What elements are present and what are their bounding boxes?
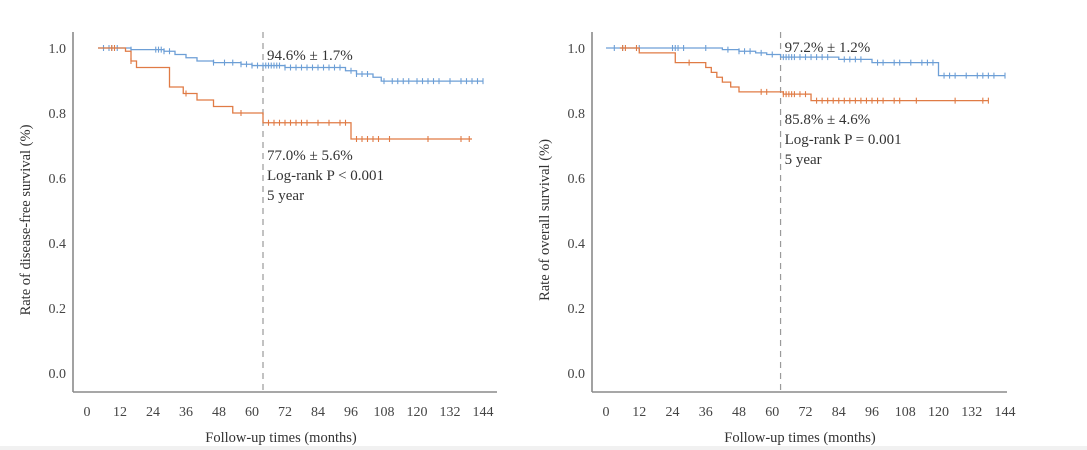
log-rank-annotation: Log-rank P = 0.001 — [785, 132, 902, 148]
lower-survival-annotation: 85.8% ± 4.6% — [785, 112, 871, 128]
x-tick-label: 120 — [928, 405, 949, 420]
x-tick-label: 120 — [407, 405, 428, 420]
five-year-label: 5 year — [267, 188, 304, 204]
os-chart-panel: 0.0 0.2 0.4 0.6 0.8 1.0 0 12 24 36 48 60 72 84 96 108 12… — [519, 0, 1062, 450]
x-tick-label: 72 — [799, 405, 813, 420]
os-chart: 0.0 0.2 0.4 0.6 0.8 1.0 0 12 24 36 48 60 72 84 96 108 12… — [537, 32, 1016, 446]
y-tick-label: 0.0 — [49, 367, 67, 382]
log-rank-annotation: Log-rank P < 0.001 — [267, 168, 384, 184]
dfs-chart-panel: 0.0 0.2 0.4 0.6 0.8 1.0 0 12 24 36 48 60 72 84 96 108 12… — [0, 0, 543, 450]
x-tick-label: 48 — [212, 405, 226, 420]
x-tick-label: 12 — [632, 405, 646, 420]
x-tick-label: 60 — [245, 405, 259, 420]
y-tick-label: 0.0 — [568, 367, 586, 382]
y-tick-label: 0.2 — [49, 302, 67, 317]
dfs-chart: 0.0 0.2 0.4 0.6 0.8 1.0 0 12 24 36 48 60 72 84 96 108 12… — [18, 32, 497, 446]
y-tick-label: 0.8 — [49, 107, 67, 122]
y-tick-label: 1.0 — [568, 42, 586, 57]
survival-curve-group-2 — [98, 47, 472, 140]
x-tick-label: 96 — [865, 405, 879, 420]
y-axis-title: Rate of disease-free survival (%) — [18, 124, 34, 315]
y-tick-label: 0.4 — [49, 237, 67, 252]
x-tick-label: 144 — [473, 405, 494, 420]
y-axis-title: Rate of overall survival (%) — [537, 139, 553, 301]
x-tick-label: 72 — [278, 405, 292, 420]
x-tick-label: 60 — [765, 405, 779, 420]
x-tick-label: 108 — [374, 405, 395, 420]
x-tick-label: 0 — [84, 405, 91, 420]
y-tick-label: 0.6 — [568, 172, 586, 187]
x-tick-label: 96 — [344, 405, 358, 420]
lower-survival-annotation: 77.0% ± 5.6% — [267, 148, 353, 164]
x-tick-label: 12 — [113, 405, 127, 420]
x-tick-label: 24 — [666, 405, 680, 420]
x-tick-label: 132 — [961, 405, 982, 420]
x-tick-label: 84 — [832, 405, 846, 420]
x-tick-label: 84 — [311, 405, 325, 420]
upper-survival-annotation: 97.2% ± 1.2% — [785, 40, 871, 56]
x-axis-title: Follow-up times (months) — [724, 430, 876, 446]
x-tick-label: 144 — [995, 405, 1016, 420]
five-year-label: 5 year — [785, 152, 822, 168]
y-tick-label: 0.4 — [568, 237, 586, 252]
y-tick-label: 0.8 — [568, 107, 586, 122]
bottom-divider — [0, 446, 1087, 450]
y-tick-label: 1.0 — [49, 42, 67, 57]
x-tick-label: 48 — [732, 405, 746, 420]
x-tick-label: 36 — [179, 405, 193, 420]
y-tick-label: 0.2 — [568, 302, 586, 317]
y-tick-label: 0.6 — [49, 172, 67, 187]
x-tick-label: 0 — [603, 405, 610, 420]
x-tick-label: 24 — [146, 405, 160, 420]
x-tick-label: 36 — [699, 405, 713, 420]
upper-survival-annotation: 94.6% ± 1.7% — [267, 48, 353, 64]
x-tick-label: 108 — [895, 405, 916, 420]
x-axis-title: Follow-up times (months) — [205, 430, 357, 446]
x-tick-label: 132 — [440, 405, 461, 420]
